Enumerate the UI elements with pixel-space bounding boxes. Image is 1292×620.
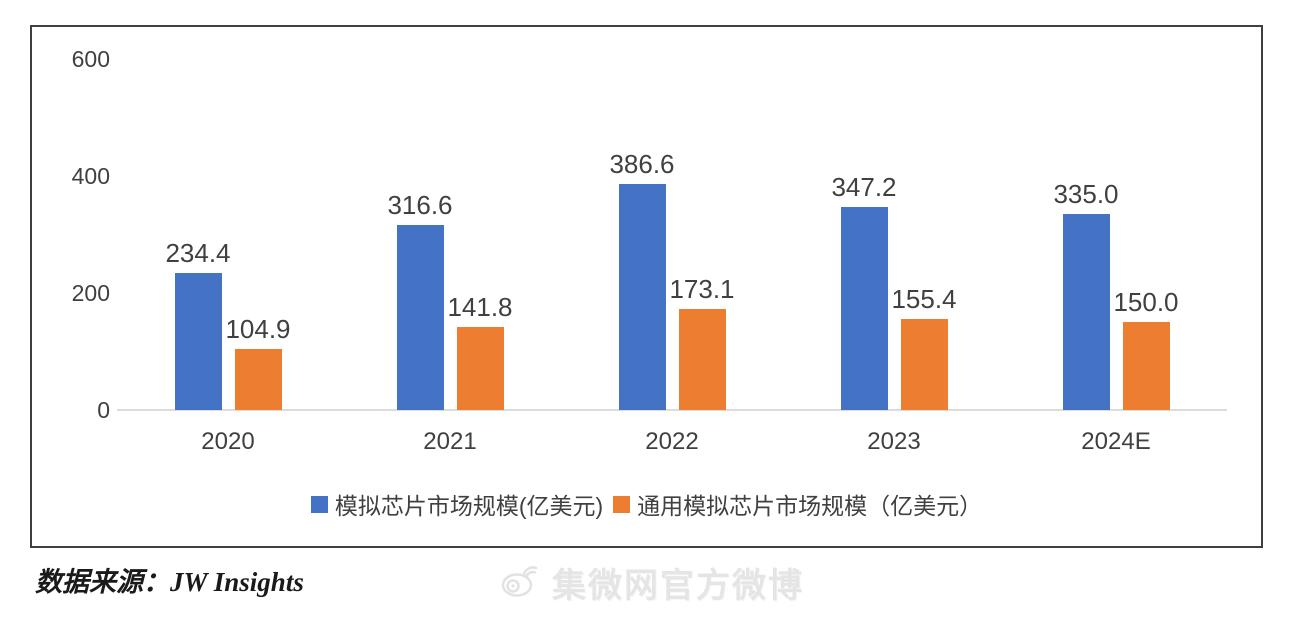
bar-value-label: 347.2: [831, 171, 897, 202]
legend-label: 模拟芯片市场规模(亿美元): [334, 493, 604, 519]
y-axis-tick-label: 600: [71, 46, 110, 72]
bar: [840, 206, 888, 410]
bar-value-label: 386.6: [609, 148, 675, 179]
bar: [678, 308, 726, 410]
x-axis-category-label: 2022: [645, 428, 699, 455]
watermark: 集微网官方微博: [500, 558, 804, 607]
bar: [456, 327, 504, 410]
bar: [1122, 322, 1170, 410]
legend-item: 通用模拟芯片市场规模（亿美元）: [613, 487, 982, 521]
bar-value-label: 173.1: [669, 273, 735, 304]
legend-label: 通用模拟芯片市场规模（亿美元）: [637, 493, 983, 519]
legend-swatch: [310, 495, 328, 513]
bar: [1062, 214, 1110, 410]
bar: [900, 319, 948, 410]
x-axis-line: [117, 409, 1227, 411]
bar-value-label: 316.6: [387, 189, 453, 220]
watermark-text: 集微网官方微博: [552, 567, 804, 605]
bar-value-label: 104.9: [225, 313, 291, 344]
data-source-label: 数据来源：JW Insights: [35, 567, 304, 597]
bar: [618, 183, 666, 410]
x-axis-category-label: 2020: [201, 428, 255, 455]
x-axis-category-label: 2023: [867, 428, 921, 455]
bar-value-label: 141.8: [447, 292, 513, 323]
bar-value-label: 150.0: [1113, 287, 1179, 318]
y-axis-tick-label: 0: [97, 397, 110, 423]
chart-frame: 模拟芯片市场规模(亿美元) 通用模拟芯片市场规模（亿美元） 0 200 400 600 2…: [30, 25, 1263, 548]
bar: [174, 272, 222, 410]
legend-item: 模拟芯片市场规模(亿美元): [310, 487, 604, 521]
bar: [396, 224, 444, 410]
y-axis-tick-label: 200: [71, 280, 110, 306]
bar-value-label: 155.4: [891, 284, 957, 315]
x-axis-category-label: 2024E: [1081, 428, 1151, 455]
legend: 模拟芯片市场规模(亿美元) 通用模拟芯片市场规模（亿美元）: [32, 487, 1261, 521]
legend-swatch: [613, 495, 631, 513]
bar: [234, 348, 282, 410]
weibo-icon: [500, 560, 544, 605]
y-axis-tick-label: 400: [71, 163, 110, 189]
bar-value-label: 335.0: [1053, 179, 1119, 210]
bar-value-label: 234.4: [165, 237, 231, 268]
x-axis-category-label: 2021: [423, 428, 477, 455]
